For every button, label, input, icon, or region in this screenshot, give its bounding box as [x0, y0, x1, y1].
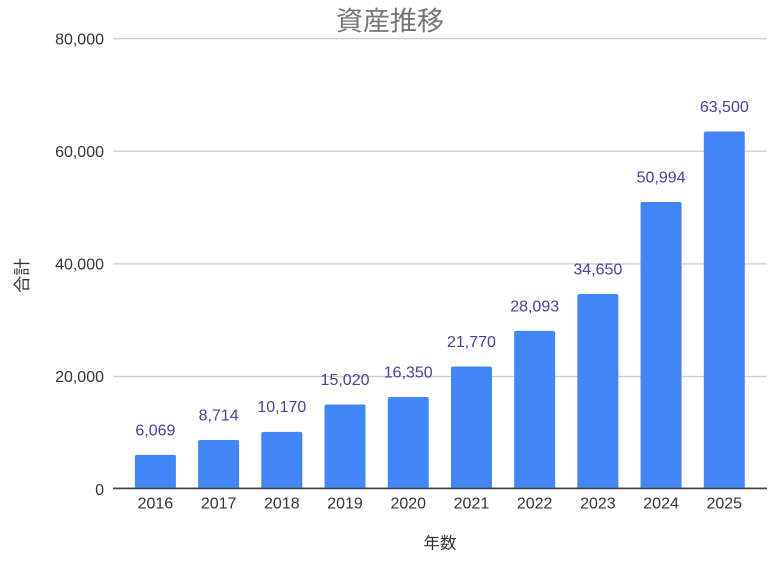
svg-text:2016: 2016: [138, 496, 174, 513]
svg-text:20,000: 20,000: [55, 369, 104, 386]
svg-text:2023: 2023: [580, 496, 616, 513]
svg-text:2020: 2020: [390, 496, 426, 513]
svg-text:21,770: 21,770: [447, 334, 496, 351]
svg-text:2018: 2018: [264, 496, 300, 513]
svg-text:63,500: 63,500: [700, 99, 749, 116]
svg-text:2024: 2024: [643, 496, 679, 513]
svg-text:60,000: 60,000: [55, 144, 104, 161]
svg-text:2022: 2022: [517, 496, 553, 513]
svg-text:16,350: 16,350: [384, 364, 433, 381]
svg-text:8,714: 8,714: [199, 407, 239, 424]
svg-text:10,170: 10,170: [257, 399, 306, 416]
svg-text:2017: 2017: [201, 496, 237, 513]
svg-text:2021: 2021: [454, 496, 490, 513]
svg-text:50,994: 50,994: [637, 169, 686, 186]
svg-text:0: 0: [95, 482, 104, 499]
svg-text:80,000: 80,000: [55, 31, 104, 48]
svg-text:40,000: 40,000: [55, 257, 104, 274]
svg-text:28,093: 28,093: [510, 298, 559, 315]
svg-text:2025: 2025: [706, 496, 742, 513]
svg-text:34,650: 34,650: [573, 261, 622, 278]
svg-text:6,069: 6,069: [135, 422, 175, 439]
svg-text:15,020: 15,020: [321, 372, 370, 389]
svg-text:2019: 2019: [327, 496, 363, 513]
